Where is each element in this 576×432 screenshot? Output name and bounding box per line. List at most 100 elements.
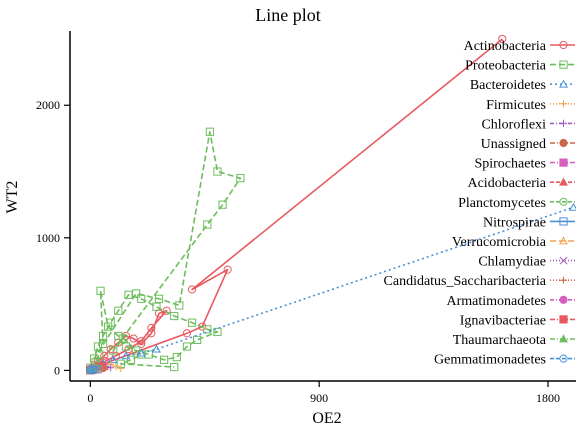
data-point-bacteroidetes (108, 355, 118, 364)
data-point-actinobacteria (223, 265, 232, 274)
axes: 0 900 1800 0 1000 2000 (36, 31, 576, 405)
legend-marker-acidobacteria (559, 177, 568, 186)
y-tick-label: 0 (54, 363, 60, 377)
data-point-proteobacteria (187, 318, 197, 327)
data-point-proteobacteria (98, 339, 108, 348)
data-point-proteobacteria (154, 294, 164, 303)
legend-marker-nitrospirae (559, 217, 568, 226)
data-point-firmicutes (112, 362, 120, 371)
data-point-actinobacteria (182, 329, 192, 338)
legend-item-verrucomicrobia: Verrucomicrobia (452, 235, 575, 250)
series-proteobacteria (86, 127, 245, 372)
legend-label-bacteroidetes: Bacteroidetes (470, 78, 546, 93)
data-point-proteobacteria (159, 355, 169, 364)
legend-marker-chlamydiae (559, 256, 568, 265)
data-point-proteobacteria (213, 167, 222, 176)
legend-marker-proteobacteria (559, 60, 568, 69)
series-layer (85, 34, 576, 375)
data-point-proteobacteria (109, 346, 118, 355)
data-point-proteobacteria (172, 353, 181, 362)
legend-label-verrucomicrobia: Verrucomicrobia (452, 235, 547, 250)
legend-label-acidobacteria: Acidobacteria (467, 176, 546, 191)
data-point-proteobacteria (93, 342, 103, 351)
data-point-proteobacteria (170, 362, 179, 372)
data-point-actinobacteria (147, 329, 156, 338)
data-point-proteobacteria (121, 342, 131, 351)
legend-label-gemmatimonadetes: Gemmatimonadetes (434, 353, 546, 368)
legend-label-candidatus-saccharibacteria: Candidatus_Saccharibacteria (384, 274, 547, 289)
data-point-proteobacteria (96, 286, 105, 295)
legend-marker-actinobacteria (559, 40, 568, 50)
legend-item-planctomycetes: Planctomycetes (458, 196, 575, 211)
legend-label-chloroflexi: Chloroflexi (481, 117, 546, 132)
legend-item-actinobacteria: Actinobacteria (464, 39, 575, 54)
data-point-actinobacteria (198, 322, 207, 331)
legend-marker-bacteroidetes (559, 79, 568, 88)
data-point-actinobacteria (162, 306, 171, 315)
data-point-proteobacteria (175, 301, 184, 310)
legend-marker-chloroflexi (559, 119, 568, 127)
legend-label-planctomycetes: Planctomycetes (458, 196, 546, 211)
legend-item-ignavibacteriae: Ignavibacteriae (460, 313, 575, 328)
legend-marker-armatimonadetes (559, 295, 568, 304)
data-point-actinobacteria (111, 351, 120, 360)
legend-item-chloroflexi: Chloroflexi (481, 117, 575, 132)
legend-marker-verrucomicrobia (559, 236, 568, 245)
y-axis-title: WT2 (4, 181, 21, 214)
series-line-proteobacteria (89, 131, 242, 369)
legend-item-gemmatimonadetes: Gemmatimonadetes (434, 353, 575, 368)
legend-item-spirochaetes: Spirochaetes (474, 157, 575, 172)
chart-title: Line plot (255, 5, 321, 25)
x-tick-label: 900 (310, 391, 328, 405)
data-point-actinobacteria (137, 337, 146, 346)
legend-item-bacteroidetes: Bacteroidetes (470, 78, 575, 93)
data-point-proteobacteria (152, 302, 161, 311)
legend-label-chlamydiae: Chlamydiae (478, 255, 546, 270)
legend-label-armatimonadetes: Armatimonadetes (446, 294, 546, 309)
data-point-proteobacteria (90, 354, 99, 363)
data-point-actinobacteria (498, 34, 507, 44)
legend-item-armatimonadetes: Armatimonadetes (446, 294, 575, 309)
data-point-proteobacteria (132, 289, 141, 298)
legend-marker-candidatus-saccharibacteria (559, 276, 568, 284)
legend-item-chlamydiae: Chlamydiae (478, 255, 575, 270)
data-point-proteobacteria (114, 331, 123, 341)
data-point-bacteroidetes (136, 348, 146, 357)
legend-label-ignavibacteriae: Ignavibacteriae (460, 313, 546, 328)
legend-label-firmicutes: Firmicutes (486, 98, 546, 113)
legend-item-nitrospirae: Nitrospirae (483, 215, 575, 230)
x-tick-label: 0 (87, 391, 93, 405)
legend-marker-ignavibacteriae (559, 315, 568, 324)
legend-label-nitrospirae: Nitrospirae (483, 215, 546, 230)
data-point-bacteroidetes (152, 344, 161, 353)
data-point-proteobacteria (98, 331, 108, 341)
legend-label-thaumarchaeota: Thaumarchaeota (453, 333, 547, 348)
data-point-proteobacteria (119, 334, 128, 343)
data-point-proteobacteria (170, 311, 179, 321)
legend-marker-firmicutes (559, 100, 568, 108)
legend-label-unassigned: Unassigned (481, 137, 546, 152)
data-point-proteobacteria (126, 355, 136, 364)
data-point-chloroflexi (107, 364, 115, 372)
series-gemmatimonadetes (86, 365, 100, 375)
legend: Actinobacteria Proteobacteria Bacteroidete… (384, 39, 575, 368)
legend-marker-unassigned (559, 138, 568, 148)
legend-item-thaumarchaeota: Thaumarchaeota (453, 333, 575, 348)
data-point-proteobacteria (236, 174, 245, 183)
data-point-proteobacteria (182, 342, 192, 351)
data-point-proteobacteria (193, 335, 202, 345)
legend-item-proteobacteria: Proteobacteria (465, 59, 575, 74)
y-tick-label: 2000 (36, 98, 60, 112)
data-point-proteobacteria (106, 318, 115, 327)
data-point-gemmatimonadetes (90, 365, 100, 374)
data-point-proteobacteria (114, 306, 123, 315)
legend-item-unassigned: Unassigned (481, 137, 575, 152)
legend-label-actinobacteria: Actinobacteria (464, 39, 547, 54)
legend-label-proteobacteria: Proteobacteria (465, 59, 547, 74)
data-point-proteobacteria (218, 200, 227, 209)
data-point-actinobacteria (147, 323, 156, 333)
legend-marker-gemmatimonadetes (559, 354, 568, 363)
series-line-actinobacteria (89, 38, 503, 370)
